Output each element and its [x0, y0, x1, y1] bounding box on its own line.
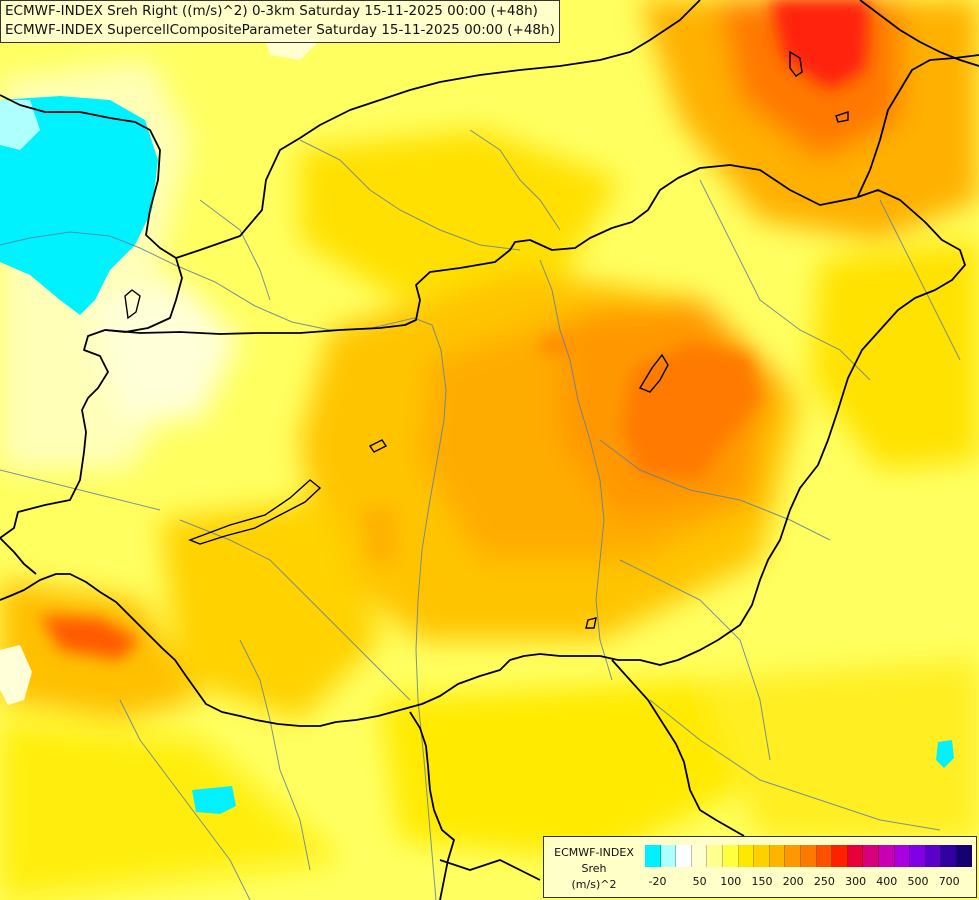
legend-tick-labels: -20 50 100 150 200 250 300 400 500 700 [645, 875, 975, 891]
legend-swatch [800, 845, 817, 867]
legend-swatch [645, 845, 661, 867]
title-line-scp: ECMWF-INDEX SupercellCompositeParameter … [5, 22, 555, 38]
legend-swatch [816, 845, 833, 867]
legend-tick-label: 300 [845, 875, 867, 888]
legend-tick-label: 200 [782, 875, 804, 888]
legend: ECMWF-INDEX Sreh (m/s)^2 -20 50 100 150 200 2… [543, 836, 977, 898]
legend-swatch [956, 845, 973, 867]
legend-tick-label: 100 [720, 875, 742, 888]
legend-swatch [722, 845, 739, 867]
legend-tick-label: 700 [938, 875, 960, 888]
legend-model-label: ECMWF-INDEX [554, 846, 634, 859]
legend-swatch [707, 845, 723, 867]
legend-swatch [941, 845, 957, 867]
map-title-box: ECMWF-INDEX Sreh Right ((m/s)^2) 0-3km S… [0, 0, 560, 43]
legend-tick-label: -20 [648, 875, 667, 888]
legend-unit-label: (m/s)^2 [571, 878, 617, 891]
legend-param-label: Sreh [581, 862, 607, 875]
legend-tick-label: 250 [813, 875, 835, 888]
legend-swatch [660, 845, 677, 867]
legend-swatch [910, 845, 926, 867]
legend-swatch [925, 845, 942, 867]
lakes [124, 50, 849, 629]
legend-swatch [863, 845, 879, 867]
legend-tick-label: 400 [876, 875, 898, 888]
legend-swatch [769, 845, 786, 867]
legend-variable-name: ECMWF-INDEX Sreh (m/s)^2 [548, 845, 640, 893]
legend-swatch [894, 845, 911, 867]
legend-color-scale [645, 845, 973, 867]
legend-swatch [847, 845, 864, 867]
legend-swatch [878, 845, 895, 867]
legend-swatch [676, 845, 692, 867]
legend-swatch [754, 845, 770, 867]
rivers [0, 129, 961, 900]
legend-tick-label: 50 [692, 875, 707, 888]
legend-swatch [738, 845, 755, 867]
legend-tick-label: 500 [907, 875, 929, 888]
title-line-sreh: ECMWF-INDEX Sreh Right ((m/s)^2) 0-3km S… [5, 3, 538, 19]
legend-swatch [691, 845, 708, 867]
legend-swatch [785, 845, 801, 867]
field-peaks [40, 0, 870, 660]
legend-swatch [832, 845, 848, 867]
legend-tick-label: 150 [751, 875, 773, 888]
